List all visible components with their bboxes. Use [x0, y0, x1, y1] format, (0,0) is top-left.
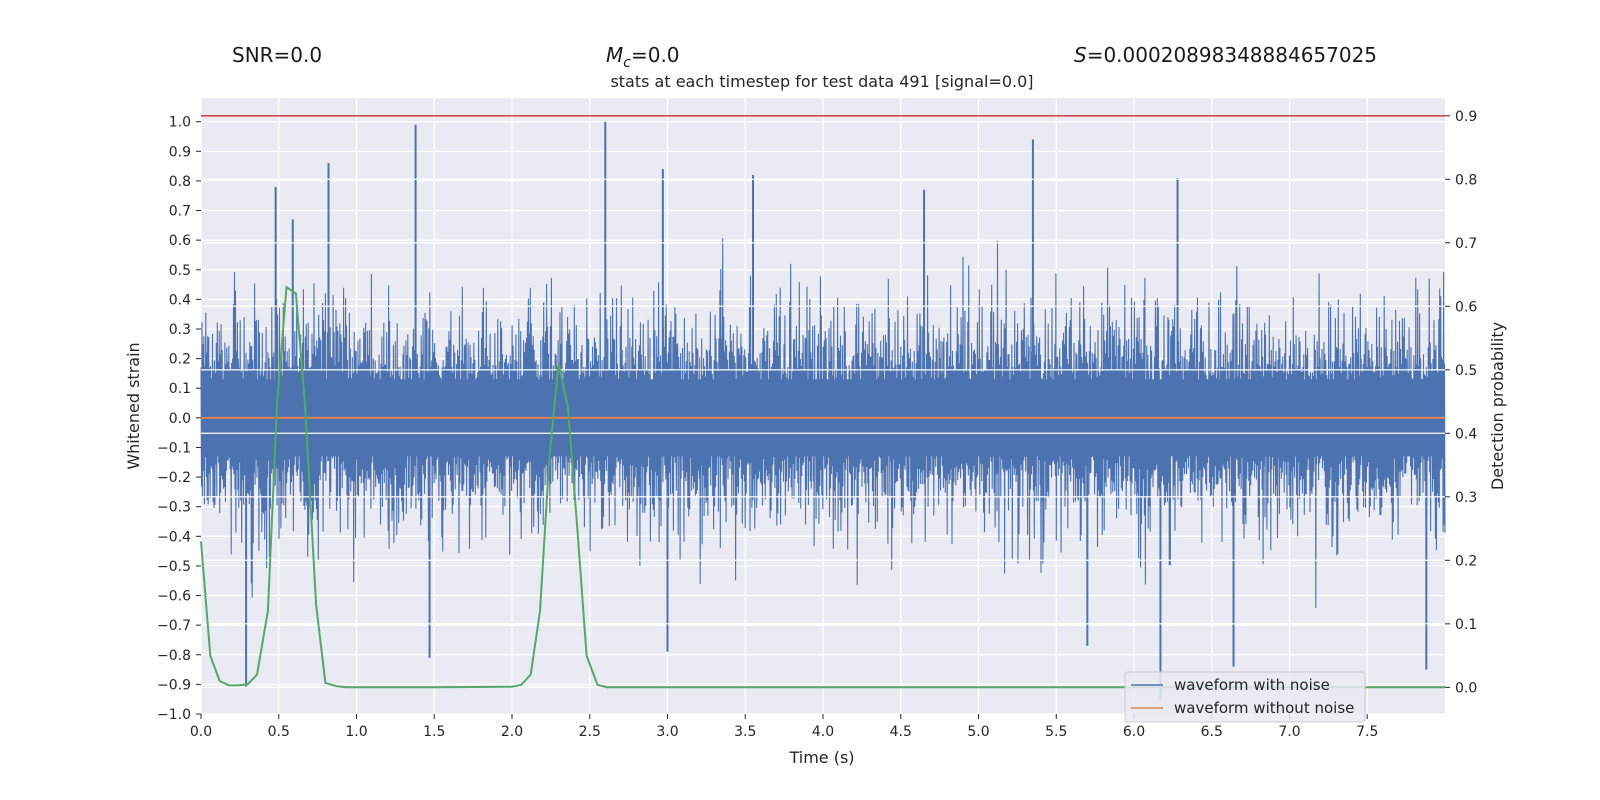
snr-label: SNR=0.0	[232, 43, 322, 67]
y-tick-label: 0.2	[169, 352, 191, 368]
y-tick-label: −0.2	[157, 470, 191, 486]
s-stat-label: S=0.00020898348884657025	[1074, 43, 1377, 67]
y-tick-label: −1.0	[157, 707, 191, 723]
x-tick-label: 2.5	[579, 724, 601, 740]
x-tick-label: 1.5	[423, 724, 445, 740]
x-tick-label: 5.0	[967, 724, 989, 740]
y2-tick-label: 0.3	[1455, 490, 1477, 506]
y-axis-left: −1.0 −0.9 −0.8 −0.7 −0.6 −0.5 −0.4 −0.3 −0.2 −0.1…	[157, 115, 201, 723]
y-tick-label: −0.1	[157, 440, 191, 456]
y-tick-label: 0.0	[169, 411, 191, 427]
y2-tick-label: 0.6	[1455, 299, 1477, 315]
legend-box	[1124, 671, 1366, 723]
legend-label-clean: waveform without noise	[1174, 699, 1354, 717]
x-tick-label: 1.0	[345, 724, 367, 740]
series-lines	[200, 114, 1445, 689]
y-tick-label: −0.7	[157, 618, 191, 634]
y2-tick-label: 0.0	[1455, 680, 1477, 696]
y-tick-label: 0.9	[169, 144, 191, 160]
legend: waveform with noise waveform without noi…	[1124, 671, 1366, 723]
mc-symbol: M	[606, 43, 623, 67]
x-tick-label: 3.5	[734, 724, 756, 740]
y2-tick-label: 0.5	[1455, 363, 1477, 379]
s-symbol: S	[1074, 43, 1087, 67]
y-tick-label: −0.3	[157, 500, 191, 516]
y2-tick-label: 0.4	[1455, 426, 1477, 442]
y-tick-label: 1.0	[169, 115, 191, 131]
y2-axis-label: Detection probability	[1488, 322, 1507, 490]
y-tick-label: 0.3	[169, 322, 191, 338]
x-tick-label: 4.5	[890, 724, 912, 740]
x-tick-label: 4.0	[812, 724, 834, 740]
s-value: =0.00020898348884657025	[1087, 43, 1377, 67]
y-tick-label: −0.8	[157, 648, 191, 664]
y-tick-label: 0.5	[169, 263, 191, 279]
y-tick-label: 0.8	[169, 174, 191, 190]
y-axis-right: 0.0 0.1 0.2 0.3 0.4 0.5 0.6 0.7 0.8 0.9	[1445, 109, 1477, 696]
detection-probability-line	[200, 285, 1445, 689]
y-tick-label: 0.6	[169, 233, 191, 249]
x-tick-label: 7.0	[1278, 724, 1300, 740]
x-tick-label: 3.0	[656, 724, 678, 740]
legend-label-noise: waveform with noise	[1174, 676, 1330, 694]
y-axis-label: Whitened strain	[124, 342, 143, 469]
x-tick-label: 0.5	[268, 724, 290, 740]
x-tick-label: 6.0	[1123, 724, 1145, 740]
x-tick-label: 5.5	[1045, 724, 1067, 740]
y-tick-label: −0.4	[157, 529, 191, 545]
x-tick-label: 7.5	[1356, 724, 1378, 740]
x-axis-label: Time (s)	[788, 748, 854, 767]
x-axis: 0.0 0.5 1.0 1.5 2.0 2.5 3.0 3.5 4.0 4.5 5.0 5.5 6.0 6…	[190, 714, 1378, 740]
chart-title: stats at each timestep for test data 491…	[610, 72, 1033, 91]
x-tick-label: 6.5	[1201, 724, 1223, 740]
chirp-mass-label: Mc=0.0	[606, 43, 680, 71]
y-tick-label: −0.5	[157, 559, 191, 575]
y-tick-label: −0.6	[157, 589, 191, 605]
y-tick-label: 0.7	[169, 204, 191, 220]
y-tick-label: 0.1	[169, 381, 191, 397]
y2-tick-label: 0.2	[1455, 553, 1477, 569]
y2-tick-label: 0.1	[1455, 617, 1477, 633]
x-tick-label: 2.0	[501, 724, 523, 740]
y2-tick-label: 0.7	[1455, 236, 1477, 252]
mc-value: =0.0	[631, 43, 680, 67]
mc-subscript: c	[623, 55, 631, 71]
y2-tick-label: 0.9	[1455, 109, 1477, 125]
y2-tick-label: 0.8	[1455, 172, 1477, 188]
y-tick-label: 0.4	[169, 292, 191, 308]
y-tick-label: −0.9	[157, 677, 191, 693]
x-tick-label: 0.0	[190, 724, 212, 740]
